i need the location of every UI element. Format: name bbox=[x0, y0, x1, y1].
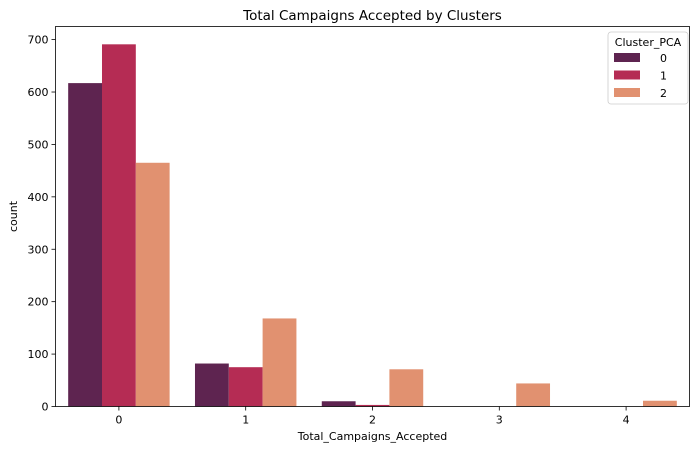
y-axis: 0 100 200 300 400 500 600 700 bbox=[28, 34, 56, 414]
x-tick-label: 3 bbox=[496, 414, 503, 427]
legend: Cluster_PCA 0 1 2 bbox=[607, 31, 689, 105]
y-tick-label: 300 bbox=[28, 243, 49, 256]
bar-cat-0-cluster-2 bbox=[135, 162, 170, 407]
bar-cat-0-cluster-0 bbox=[68, 83, 102, 407]
bar-cat-4-cluster-2 bbox=[643, 400, 677, 407]
plot-frame bbox=[55, 26, 690, 407]
bar-cat-1-cluster-2 bbox=[262, 318, 297, 407]
legend-swatch-1 bbox=[614, 70, 640, 80]
x-axis-label: Total_Campaigns_Accepted bbox=[297, 430, 448, 443]
chart-title: Total Campaigns Accepted by Clusters bbox=[242, 8, 502, 24]
bar-cat-2-cluster-2 bbox=[389, 369, 424, 407]
y-tick-label: 100 bbox=[28, 348, 49, 361]
legend-frame bbox=[607, 31, 689, 105]
x-tick-label: 1 bbox=[242, 414, 249, 427]
legend-swatch-0 bbox=[614, 53, 640, 62]
y-tick-label: 600 bbox=[28, 86, 49, 99]
x-axis: 0 1 2 3 4 bbox=[115, 406, 630, 427]
y-tick-label: 400 bbox=[28, 191, 49, 204]
legend-title: Cluster_PCA bbox=[615, 36, 682, 49]
legend-label-0: 0 bbox=[660, 52, 667, 65]
legend-label-1: 1 bbox=[660, 70, 667, 83]
x-tick-label: 4 bbox=[623, 414, 630, 427]
bar-cat-2-cluster-0 bbox=[321, 401, 356, 407]
bar-cat-0-cluster-1 bbox=[101, 44, 136, 407]
bar-cat-1-cluster-0 bbox=[194, 363, 229, 407]
x-tick-label: 0 bbox=[115, 414, 122, 427]
bar-cat-3-cluster-2 bbox=[516, 383, 551, 407]
y-tick-label: 500 bbox=[28, 138, 49, 151]
y-tick-label: 0 bbox=[42, 401, 49, 414]
bars-group bbox=[68, 44, 677, 407]
y-axis-label: count bbox=[7, 200, 20, 232]
legend-swatch-2 bbox=[614, 88, 640, 97]
y-tick-label: 200 bbox=[28, 296, 49, 309]
y-tick-label: 700 bbox=[28, 34, 49, 47]
bar-cat-2-cluster-1 bbox=[355, 404, 390, 407]
bar-cat-1-cluster-1 bbox=[228, 367, 263, 407]
legend-label-2: 2 bbox=[660, 87, 667, 100]
x-tick-label: 2 bbox=[369, 414, 376, 427]
